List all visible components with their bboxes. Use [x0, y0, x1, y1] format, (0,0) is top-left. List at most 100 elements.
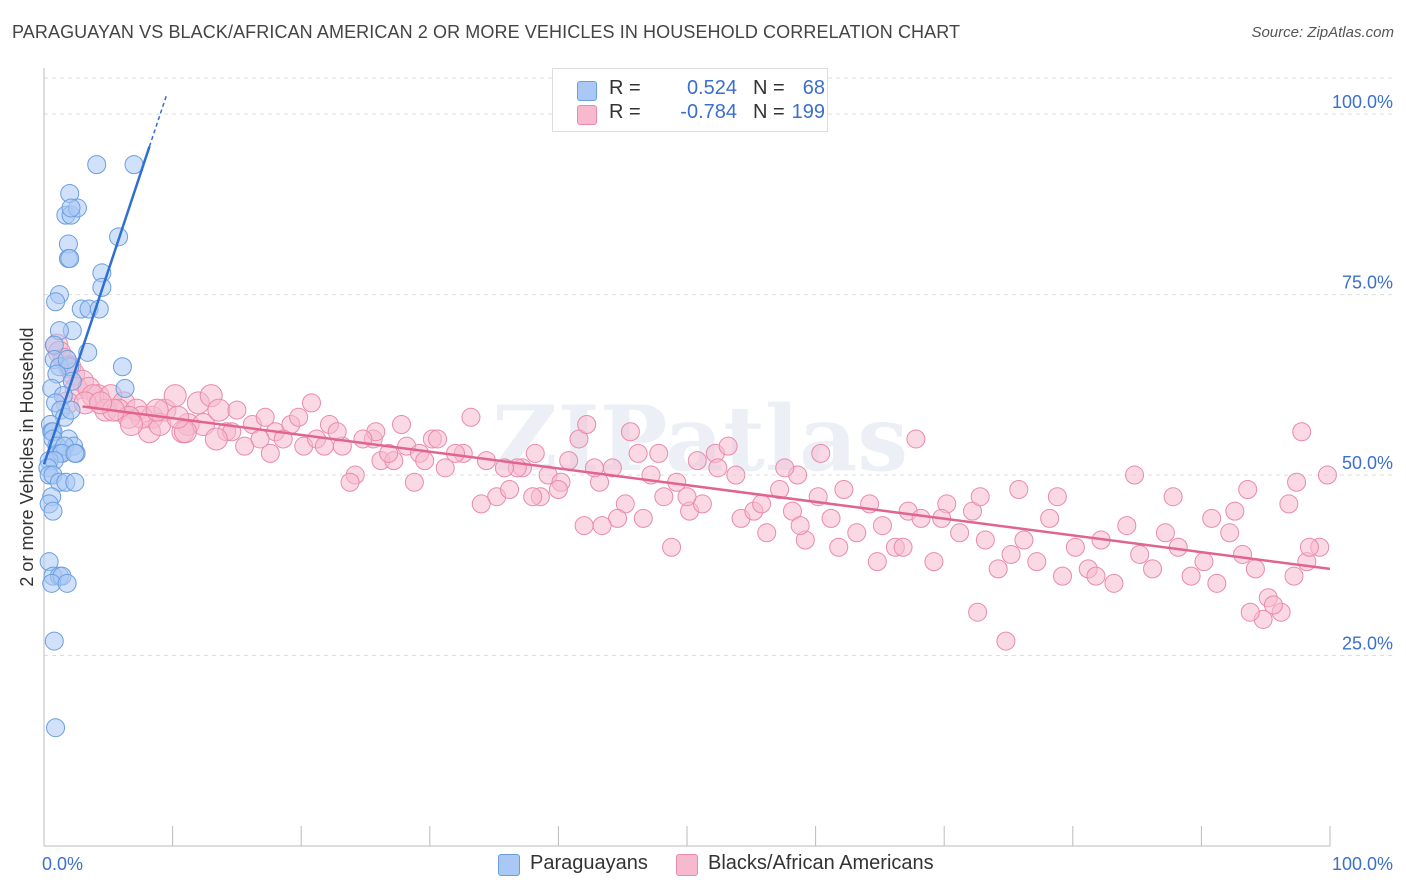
- data-point-paraguayans: [44, 631, 64, 651]
- data-point-blacks: [1225, 501, 1245, 521]
- data-point-blacks: [893, 537, 913, 557]
- data-point-paraguayans: [61, 198, 81, 218]
- legend-swatch-paraguayans: [577, 81, 597, 101]
- data-point-blacks: [435, 458, 455, 478]
- data-point-blacks: [1194, 552, 1214, 572]
- data-point-blacks: [1287, 472, 1307, 492]
- data-point-blacks: [1001, 544, 1021, 564]
- data-point-blacks: [260, 443, 280, 463]
- series-paraguayans-points: [38, 155, 144, 738]
- data-point-blacks: [708, 458, 728, 478]
- data-point-blacks: [821, 508, 841, 528]
- data-point-blacks: [1117, 516, 1137, 536]
- y-axis-label: 2 or more Vehicles in Household: [17, 327, 37, 586]
- data-point-blacks: [1263, 595, 1283, 615]
- data-point-blacks: [1014, 530, 1034, 550]
- data-point-blacks: [677, 487, 697, 507]
- trend-line-blacks: [82, 405, 1331, 571]
- data-point-blacks: [1181, 566, 1201, 586]
- data-point-blacks: [911, 508, 931, 528]
- data-point-blacks: [163, 384, 187, 408]
- data-point-blacks: [872, 516, 892, 536]
- data-point-blacks: [1047, 487, 1067, 507]
- data-point-paraguayans: [65, 443, 85, 463]
- n-value-paraguayans: 68: [802, 77, 825, 99]
- data-point-blacks: [404, 472, 424, 492]
- data-point-blacks: [301, 393, 321, 413]
- data-point-blacks: [1027, 552, 1047, 572]
- data-point-blacks: [988, 559, 1008, 579]
- data-point-blacks: [289, 407, 309, 427]
- data-point-blacks: [1065, 537, 1085, 557]
- trend-extension-paraguayans: [148, 95, 167, 147]
- series-blacks-points: [45, 333, 1337, 651]
- n-value-blacks: 199: [791, 101, 825, 123]
- data-point-blacks: [790, 516, 810, 536]
- data-point-paraguayans: [60, 248, 80, 268]
- legend-swatch-blacks: [577, 105, 597, 125]
- data-point-blacks: [471, 494, 491, 514]
- data-point-blacks: [811, 443, 831, 463]
- data-point-blacks: [867, 552, 887, 572]
- data-point-blacks: [592, 516, 612, 536]
- data-point-blacks: [608, 508, 628, 528]
- stats-legend: R = 0.524 N = 68 R = -0.784 N = 199: [552, 68, 828, 132]
- y-tick-label: 50.0%: [1342, 453, 1393, 473]
- axes-layer: 25.0% 50.0% 75.0% 100.0% 0.0% 100.0%: [42, 68, 1393, 874]
- data-point-blacks: [775, 458, 795, 478]
- data-point-blacks: [1233, 544, 1253, 564]
- n-label: N =: [753, 77, 785, 99]
- data-point-blacks: [970, 487, 990, 507]
- data-point-blacks: [829, 537, 849, 557]
- chart-title: PARAGUAYAN VS BLACK/AFRICAN AMERICAN 2 O…: [12, 22, 961, 42]
- data-point-blacks: [649, 443, 669, 463]
- data-point-blacks: [577, 415, 597, 435]
- r-value-paraguayans: 0.524: [686, 77, 737, 99]
- data-point-blacks: [633, 508, 653, 528]
- y-tick-label: 100.0%: [1332, 92, 1393, 112]
- data-point-paraguayans: [46, 292, 66, 312]
- trend-line-paraguayans: [42, 146, 151, 465]
- x-tick-label: 100.0%: [1332, 854, 1393, 874]
- data-point-blacks: [1299, 537, 1319, 557]
- data-point-blacks: [461, 407, 481, 427]
- data-point-blacks: [415, 451, 435, 471]
- data-point-blacks: [692, 494, 712, 514]
- data-point-blacks: [1040, 508, 1060, 528]
- data-point-blacks: [654, 487, 674, 507]
- data-point-blacks: [255, 407, 275, 427]
- data-point-blacks: [996, 631, 1016, 651]
- data-point-paraguayans: [46, 718, 66, 738]
- trend-lines: [42, 95, 1331, 571]
- data-point-paraguayans: [65, 472, 85, 492]
- data-point-paraguayans: [115, 378, 135, 398]
- data-point-blacks: [1155, 523, 1175, 543]
- data-point-blacks: [1202, 508, 1222, 528]
- data-point-blacks: [1279, 494, 1299, 514]
- data-point-blacks: [340, 472, 360, 492]
- r-value-blacks: -0.784: [680, 101, 737, 123]
- data-point-blacks: [752, 494, 772, 514]
- data-point-blacks: [204, 427, 228, 451]
- data-point-blacks: [1220, 523, 1240, 543]
- data-point-paraguayans: [57, 350, 77, 370]
- data-point-blacks: [235, 436, 255, 456]
- data-point-blacks: [847, 523, 867, 543]
- data-point-paraguayans: [87, 155, 107, 175]
- data-point-blacks: [379, 443, 399, 463]
- data-point-blacks: [1284, 566, 1304, 586]
- data-point-blacks: [119, 413, 143, 437]
- data-point-blacks: [1104, 573, 1124, 593]
- data-point-paraguayans: [57, 573, 77, 593]
- data-point-blacks: [628, 443, 648, 463]
- x-tick-label: 0.0%: [42, 854, 83, 874]
- data-point-blacks: [1240, 602, 1260, 622]
- data-point-blacks: [757, 523, 777, 543]
- data-point-blacks: [620, 422, 640, 442]
- data-point-blacks: [207, 398, 231, 422]
- data-point-blacks: [726, 465, 746, 485]
- data-point-blacks: [559, 451, 579, 471]
- data-point-blacks: [227, 400, 247, 420]
- data-point-blacks: [523, 487, 543, 507]
- data-point-blacks: [950, 523, 970, 543]
